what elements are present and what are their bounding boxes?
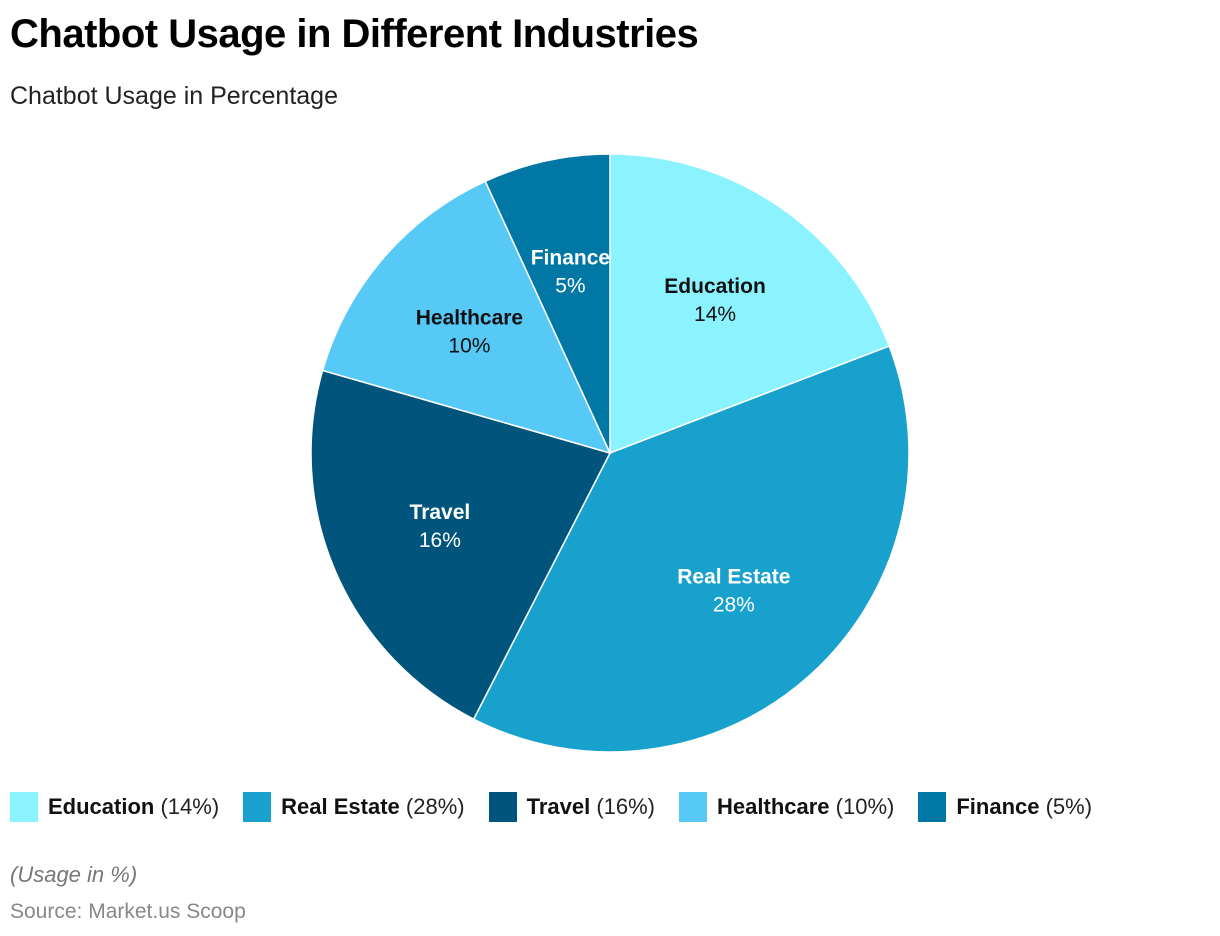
pie-slice-travel[interactable] — [310, 369, 612, 721]
slice-label: Travel — [410, 501, 471, 524]
legend-value: (5%) — [1045, 794, 1093, 819]
legend-swatch — [679, 792, 708, 822]
slice-label: Real Estate — [677, 565, 790, 588]
legend-item-healthcare[interactable]: Healthcare (10%) — [679, 792, 894, 822]
legend-value: (16%) — [596, 794, 656, 819]
legend-value: (10%) — [835, 794, 895, 819]
legend-name: Real Estate — [281, 794, 400, 819]
legend-name: Finance — [956, 794, 1040, 819]
chart-source: Source: Market.us Scoop — [10, 900, 246, 923]
slice-label: Finance — [531, 246, 610, 269]
slice-label: Education — [664, 275, 766, 298]
chart-title: Chatbot Usage in Different Industries — [10, 12, 699, 56]
legend-swatch — [243, 792, 272, 822]
legend-swatch — [10, 792, 38, 822]
legend-item-finance[interactable]: Finance (5%) — [918, 792, 1092, 822]
pie-slice-healthcare[interactable] — [321, 180, 612, 455]
legend: Education (14%) Real Estate (28%) Travel… — [10, 792, 1092, 822]
legend-value: (28%) — [405, 794, 465, 819]
legend-item-real-estate[interactable]: Real Estate (28%) — [243, 792, 465, 822]
chart-subtitle: Chatbot Usage in Percentage — [10, 82, 338, 110]
pie-slice-finance[interactable] — [484, 153, 611, 454]
slice-value-label: 16% — [419, 529, 461, 552]
slice-value-label: 10% — [448, 335, 490, 358]
chart-note: (Usage in %) — [10, 862, 138, 887]
legend-swatch — [488, 792, 517, 822]
slice-value-label: 28% — [713, 593, 755, 616]
legend-name: Education — [48, 794, 155, 819]
legend-name: Travel — [526, 794, 591, 819]
slice-value-label: 5% — [555, 274, 585, 297]
legend-item-education[interactable]: Education (14%) — [10, 792, 219, 822]
slice-value-label: 14% — [694, 303, 736, 326]
legend-swatch — [918, 792, 947, 822]
legend-name: Healthcare — [717, 794, 830, 819]
pie-slice-real-estate[interactable] — [472, 345, 910, 753]
slice-label: Healthcare — [416, 307, 523, 330]
pie-slice-education[interactable] — [609, 153, 891, 455]
legend-value: (14%) — [160, 794, 220, 819]
pie-chart: Education 14% Real Estate 28% Travel 16% Healt… — [310, 153, 910, 753]
legend-item-travel[interactable]: Travel (16%) — [488, 792, 656, 822]
